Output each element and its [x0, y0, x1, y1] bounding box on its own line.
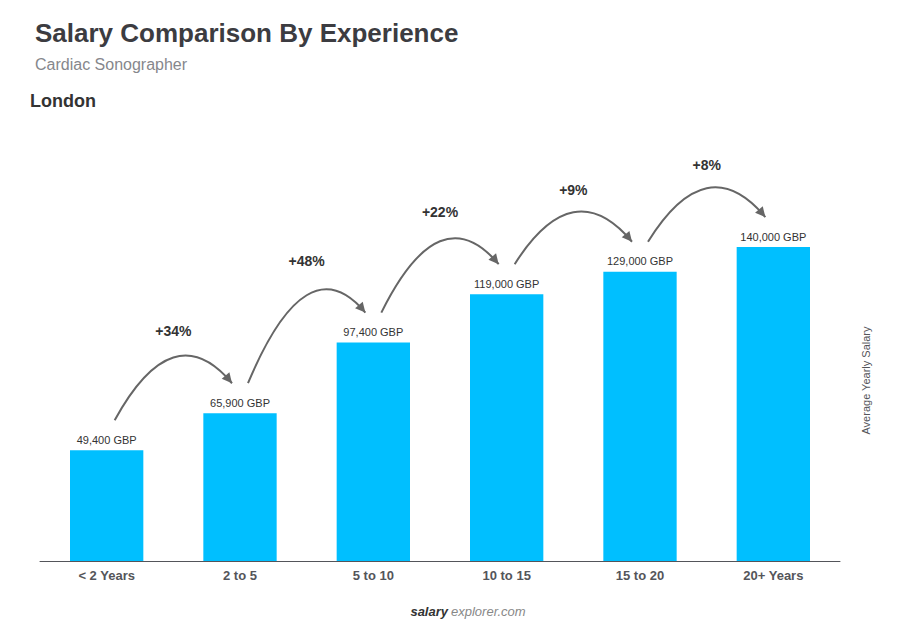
svg-text:129,000 GBP: 129,000 GBP — [607, 255, 673, 267]
svg-text:49,400 GBP: 49,400 GBP — [77, 434, 137, 446]
svg-text:Cardiac Sonographer: Cardiac Sonographer — [35, 56, 188, 73]
svg-text:97,400 GBP: 97,400 GBP — [343, 326, 403, 338]
svg-text:2 to 5: 2 to 5 — [223, 568, 257, 583]
svg-text:140,000 GBP: 140,000 GBP — [740, 231, 806, 243]
svg-text:20+ Years: 20+ Years — [743, 568, 803, 583]
svg-text:< 2 Years: < 2 Years — [78, 568, 135, 583]
svg-text:salary: salary — [410, 604, 448, 619]
svg-text:65,900 GBP: 65,900 GBP — [210, 397, 270, 409]
svg-text:London: London — [30, 91, 96, 111]
svg-text:119,000 GBP: 119,000 GBP — [474, 278, 539, 290]
svg-text:+48%: +48% — [289, 253, 326, 269]
svg-text:Salary Comparison By Experienc: Salary Comparison By Experience — [35, 18, 458, 48]
svg-text:Average Yearly Salary: Average Yearly Salary — [860, 326, 872, 435]
svg-text:10 to 15: 10 to 15 — [482, 568, 530, 583]
svg-text:+22%: +22% — [422, 204, 459, 220]
svg-text:+9%: +9% — [559, 182, 588, 198]
svg-text:explorer.com: explorer.com — [451, 604, 526, 619]
svg-text:+8%: +8% — [692, 157, 721, 173]
svg-text:5 to 10: 5 to 10 — [353, 568, 394, 583]
svg-text:+34%: +34% — [155, 323, 192, 339]
svg-text:15 to 20: 15 to 20 — [616, 568, 664, 583]
